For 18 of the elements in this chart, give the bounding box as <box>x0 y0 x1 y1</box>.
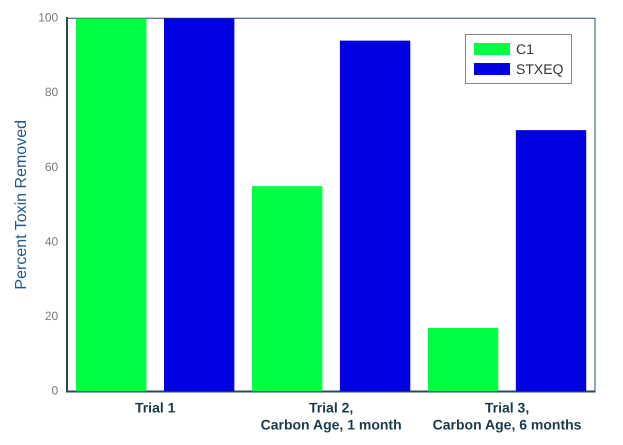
bar <box>252 186 322 392</box>
bar <box>428 328 498 392</box>
y-axis-title: Percent Toxin Removed <box>13 120 30 290</box>
x-tick-label: Trial 1 <box>134 400 176 416</box>
y-tick-label: 60 <box>44 160 59 174</box>
bar <box>516 130 586 392</box>
legend-label: STXEQ <box>516 60 564 80</box>
y-tick-label: 40 <box>44 234 59 248</box>
y-tick-label: 0 <box>52 384 59 398</box>
y-tick-label: 20 <box>44 309 59 324</box>
y-tick-label: 100 <box>38 10 59 25</box>
x-tick-label: Trial 2, Carbon Age, 1 month <box>260 400 402 432</box>
bar <box>164 18 234 392</box>
bar <box>76 18 146 392</box>
legend-label: C1 <box>516 40 534 60</box>
x-tick-label: Trial 3, Carbon Age, 6 months <box>432 400 582 432</box>
bar <box>340 40 410 392</box>
y-tick-label: 80 <box>44 85 59 100</box>
